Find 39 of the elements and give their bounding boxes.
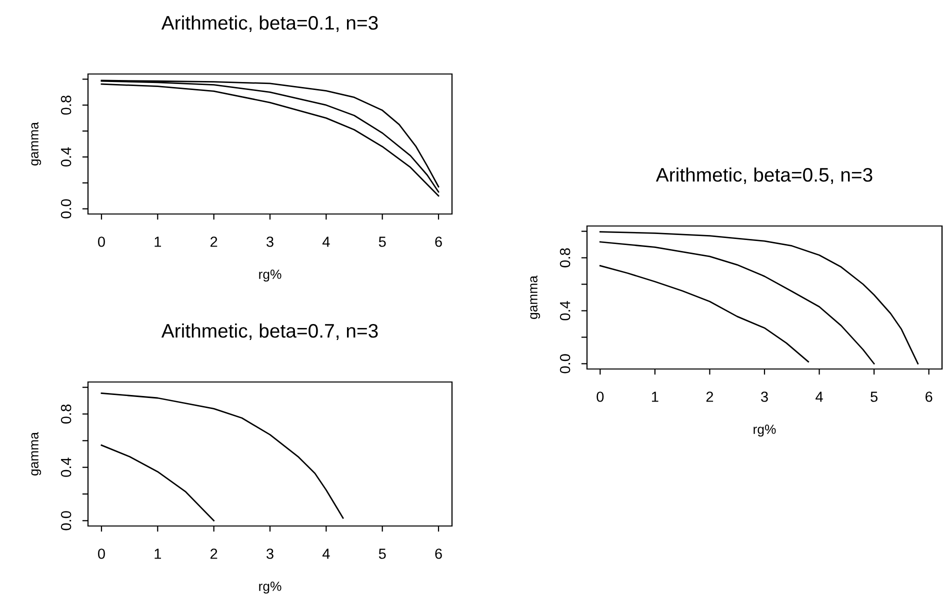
- x-axis-title: rg%: [754, 424, 776, 437]
- x-tick-label: 1: [652, 392, 658, 402]
- y-axis-title: gamma: [530, 276, 540, 319]
- x-axis-title: rg%: [259, 582, 282, 594]
- x-tick-label: 6: [926, 392, 932, 402]
- x-tick-label: 1: [154, 236, 161, 247]
- y-tick-label: 0.4: [60, 147, 72, 167]
- x-tick-label: 4: [322, 236, 330, 247]
- y-axis-title: gamma: [31, 122, 42, 166]
- x-tick-label: 2: [210, 236, 218, 247]
- chart-title: Arithmetic, beta=0.5, n=3: [656, 167, 872, 184]
- x-tick-label: 3: [761, 392, 768, 402]
- y-axis-title: gamma: [31, 432, 42, 476]
- x-tick-label: 0: [596, 392, 604, 402]
- x-axis-title: rg%: [259, 270, 282, 282]
- y-tick-label: 0.4: [60, 458, 72, 477]
- y-tick-label: 0.8: [60, 96, 72, 115]
- y-tick-label: 0.0: [60, 199, 72, 218]
- y-tick-label: 0.4: [560, 301, 570, 320]
- x-tick-label: 5: [378, 236, 386, 247]
- x-tick-label: 6: [435, 548, 442, 559]
- chart-title: Arithmetic, beta=0.1, n=3: [161, 15, 378, 32]
- y-tick-label: 0.8: [560, 248, 570, 268]
- x-tick-label: 3: [266, 548, 274, 559]
- chart-title: Arithmetic, beta=0.7, n=3: [161, 323, 378, 340]
- y-tick-label: 0.0: [60, 511, 72, 530]
- y-tick-label: 0.8: [60, 404, 72, 424]
- x-tick-label: 2: [706, 392, 714, 402]
- x-tick-label: 3: [266, 236, 274, 247]
- x-tick-label: 4: [322, 548, 330, 559]
- x-tick-label: 1: [154, 548, 161, 559]
- x-tick-label: 4: [816, 392, 823, 402]
- x-tick-label: 6: [435, 236, 442, 247]
- x-tick-label: 2: [210, 548, 218, 559]
- x-tick-label: 0: [98, 236, 105, 247]
- x-tick-label: 5: [870, 392, 878, 402]
- y-tick-label: 0.0: [560, 354, 570, 374]
- x-tick-label: 5: [378, 548, 386, 559]
- x-tick-label: 0: [98, 548, 105, 559]
